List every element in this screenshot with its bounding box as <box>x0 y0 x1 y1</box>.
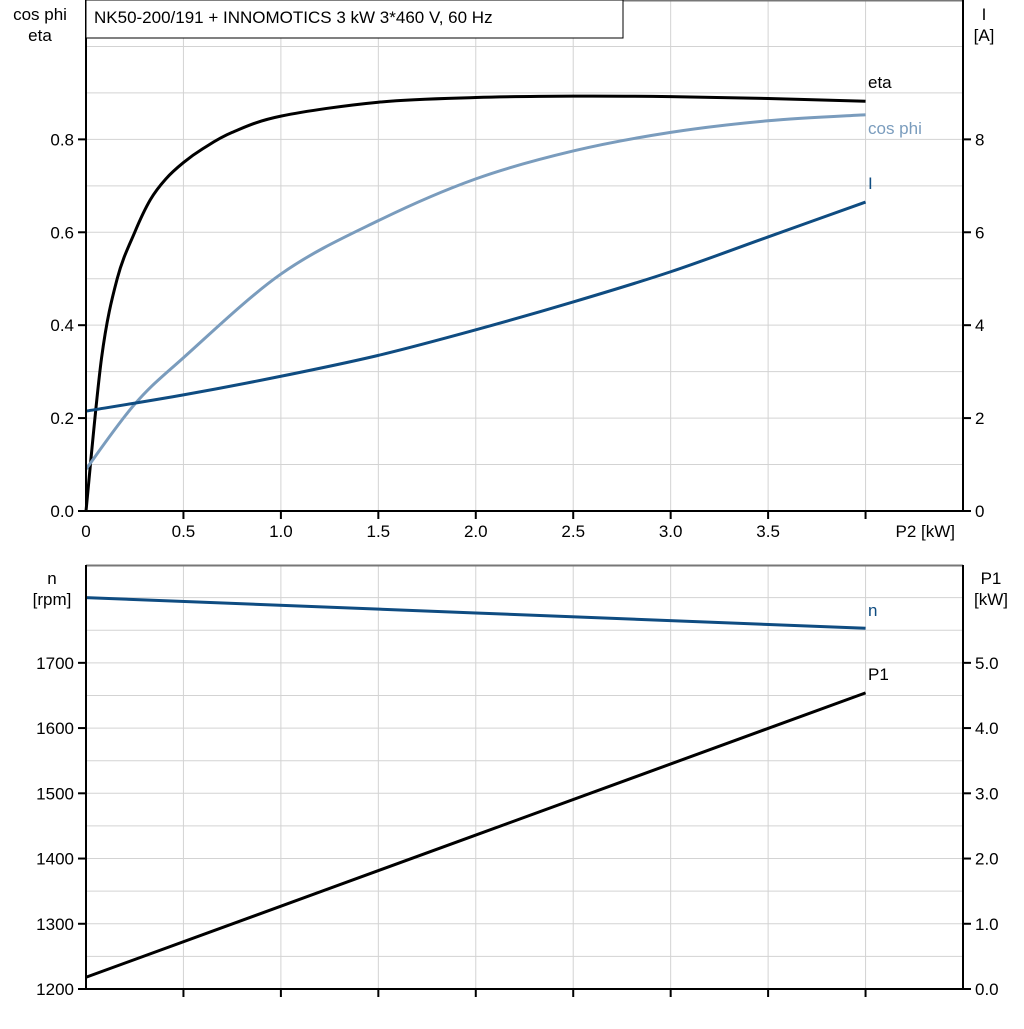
curve-i <box>85 200 867 413</box>
tick-labels: 0.0 0.2 0.4 0.6 0.8 0 2 4 6 8 0 0.5 1.0 1.5 2.0 2.5 3.0 3… <box>36 130 998 999</box>
y-left-label-eta: eta <box>28 26 52 45</box>
y-left-label-cosphi: cos phi <box>13 5 67 24</box>
x-tick-label: 3.5 <box>756 522 780 541</box>
curve-p1 <box>85 691 867 979</box>
y-right-tick-label: 5.0 <box>975 654 999 673</box>
y-left-tick-label: 0.0 <box>50 502 74 521</box>
y-left-tick-label: 1500 <box>36 784 74 803</box>
legend-I: I <box>868 174 873 193</box>
y-right-label-P1: P1 <box>981 569 1002 588</box>
y-left-label-rpm: [rpm] <box>33 590 72 609</box>
y-right-tick-label: 1.0 <box>975 915 999 934</box>
y-right-label-kW: [kW] <box>974 590 1008 609</box>
axes <box>78 0 971 997</box>
legend-eta: eta <box>868 73 892 92</box>
y-right-tick-label: 0 <box>975 502 984 521</box>
x-tick-label: 3.0 <box>659 522 683 541</box>
y-left-tick-label: 1200 <box>36 980 74 999</box>
title-box <box>85 0 624 39</box>
x-tick-label: 0 <box>81 522 90 541</box>
y-left-tick-label: 1600 <box>36 719 74 738</box>
y-left-tick-label: 0.4 <box>50 316 74 335</box>
x-tick-label: 1.0 <box>269 522 293 541</box>
x-tick-label: 0.5 <box>172 522 196 541</box>
legend-cos-phi: cos phi <box>868 119 922 138</box>
x-tick-label: 2.0 <box>464 522 488 541</box>
legend-P1: P1 <box>868 665 889 684</box>
y-right-tick-label: 2 <box>975 409 984 428</box>
y-right-tick-label: 6 <box>975 223 984 242</box>
y-right-label-A: [A] <box>974 26 995 45</box>
curve-n <box>85 596 866 630</box>
y-right-tick-label: 2.0 <box>975 850 999 869</box>
top-grid <box>86 0 963 511</box>
curve-cos-phi <box>84 113 866 471</box>
y-left-tick-label: 0.6 <box>50 223 74 242</box>
y-right-tick-label: 8 <box>975 130 984 149</box>
y-left-tick-label: 1700 <box>36 654 74 673</box>
y-right-tick-label: 0.0 <box>975 980 999 999</box>
curve-eta <box>84 94 866 512</box>
y-left-tick-label: 0.2 <box>50 409 74 428</box>
bottom-grid <box>86 565 963 989</box>
y-left-label-n: n <box>47 569 56 588</box>
x-axis-label: P2 [kW] <box>895 522 955 541</box>
y-right-tick-label: 4.0 <box>975 719 999 738</box>
x-tick-label: 1.5 <box>367 522 391 541</box>
x-tick-label: 2.5 <box>561 522 585 541</box>
y-left-tick-label: 1400 <box>36 850 74 869</box>
curves <box>84 94 867 979</box>
chart-title: NK50-200/191 + INNOMOTICS 3 kW 3*460 V, … <box>94 8 493 27</box>
legend-n: n <box>868 601 877 620</box>
y-left-tick-label: 1300 <box>36 915 74 934</box>
y-right-tick-label: 3.0 <box>975 784 999 803</box>
y-right-tick-label: 4 <box>975 316 984 335</box>
y-left-tick-label: 0.8 <box>50 130 74 149</box>
y-right-label-I: I <box>982 5 987 24</box>
